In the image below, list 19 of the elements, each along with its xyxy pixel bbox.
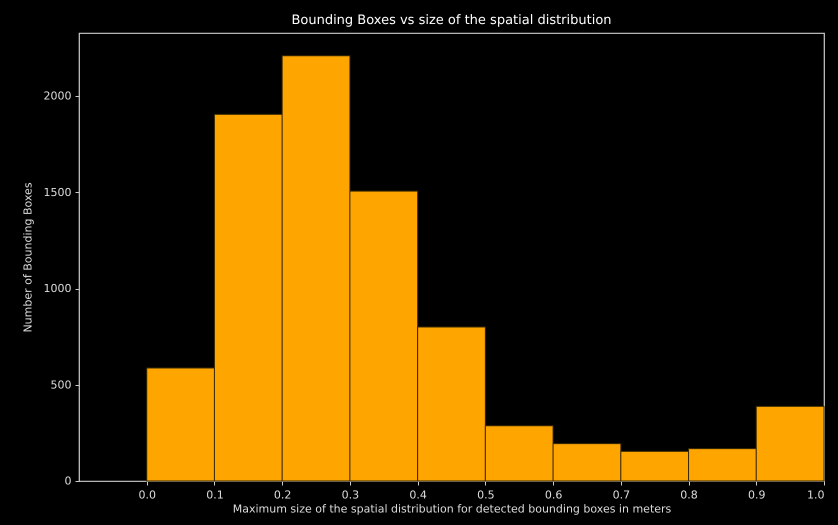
x-tick-label: 0.9 xyxy=(748,488,766,502)
y-tick-label: 1000 xyxy=(44,282,72,296)
x-tick-label: 0.1 xyxy=(206,488,224,502)
y-tick-label: 2000 xyxy=(44,90,72,103)
chart-title: Bounding Boxes vs size of the spatial distribution xyxy=(291,13,612,28)
x-tick-label: 0.0 xyxy=(138,488,156,502)
x-tick-label: 0.6 xyxy=(544,488,562,502)
x-tick-label: 0.4 xyxy=(409,488,427,502)
y-tick-label: 500 xyxy=(50,378,72,392)
y-tick-label: 0 xyxy=(64,474,72,488)
x-tick-label: 0.8 xyxy=(680,488,698,502)
y-axis-title: Number of Bounding Boxes xyxy=(22,182,35,333)
x-tick-label: 0.7 xyxy=(612,488,630,502)
x-tick-label: 1.0 xyxy=(807,488,824,502)
x-tick-label: 0.5 xyxy=(477,488,495,502)
x-tick-label: 0.3 xyxy=(342,488,360,502)
x-axis-title: Maximum size of the spatial distribution for detected bounding boxes in meters xyxy=(232,502,672,516)
x-tick-label: 0.2 xyxy=(274,488,292,502)
y-tick-label: 1500 xyxy=(44,186,72,199)
